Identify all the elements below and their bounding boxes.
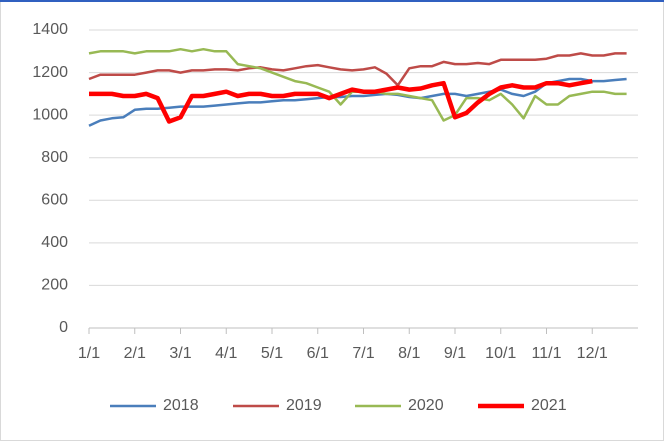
x-tick-label: 6/1 xyxy=(307,345,329,362)
x-tick-label: 7/1 xyxy=(352,345,374,362)
y-tick-label: 800 xyxy=(41,149,68,166)
y-tick-label: 400 xyxy=(41,234,68,251)
x-tick-label: 8/1 xyxy=(398,345,420,362)
y-tick-label: 1200 xyxy=(32,64,68,81)
y-tick-label: 1400 xyxy=(32,21,68,38)
x-tick-label: 3/1 xyxy=(169,345,191,362)
x-tick-label: 5/1 xyxy=(261,345,283,362)
x-tick-label: 10/1 xyxy=(485,345,516,362)
legend-label: 2018 xyxy=(163,397,199,414)
y-tick-label: 200 xyxy=(41,277,68,294)
x-tick-label: 2/1 xyxy=(124,345,146,362)
y-tick-label: 600 xyxy=(41,192,68,209)
series-line xyxy=(89,78,593,124)
legend-label: 2021 xyxy=(531,397,567,414)
series-line xyxy=(88,77,627,127)
x-tick-label: 11/1 xyxy=(532,345,562,362)
legend-label: 2020 xyxy=(408,397,444,414)
x-tick-label: 9/1 xyxy=(444,345,466,362)
y-tick-label: 0 xyxy=(59,319,68,336)
legend-label: 2019 xyxy=(286,397,322,414)
y-tick-label: 1000 xyxy=(32,106,68,123)
x-tick-label: 1/1 xyxy=(78,345,100,362)
x-tick-label: 12/1 xyxy=(577,345,608,362)
x-tick-label: 4/1 xyxy=(215,345,237,362)
series-line xyxy=(88,52,627,87)
